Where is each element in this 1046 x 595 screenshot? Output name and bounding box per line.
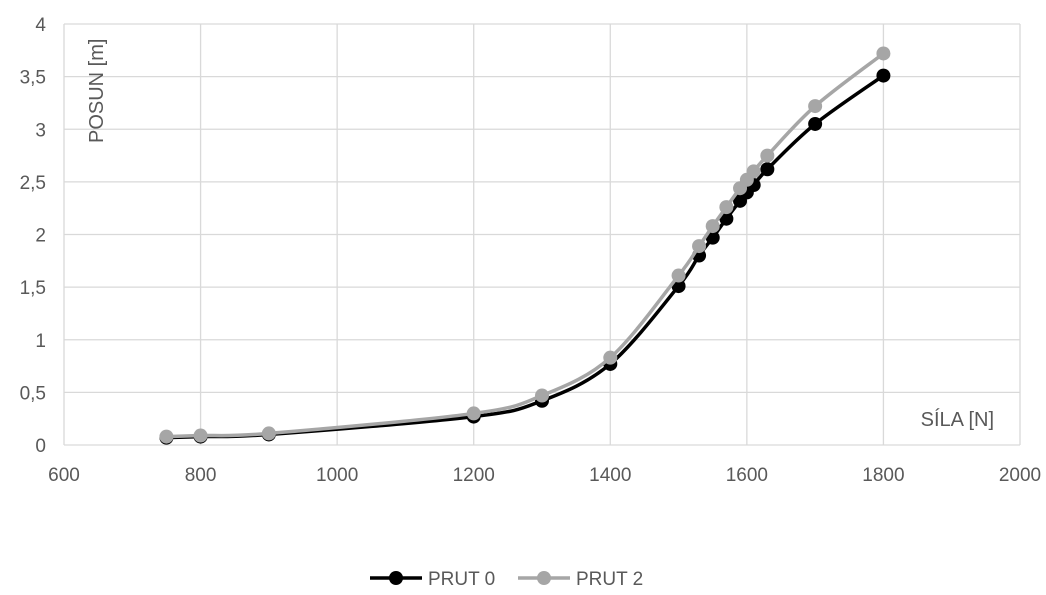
y-axis-ticks: 0 0,5 1 1,5 2 2,5 3 3,5 4 <box>20 15 47 457</box>
data-point <box>760 162 775 177</box>
legend-marker <box>537 571 551 585</box>
x-axis-title: SÍLA [N] <box>921 408 994 431</box>
x-tick-label: 1200 <box>453 465 495 486</box>
data-point <box>746 164 761 179</box>
data-point <box>535 388 549 403</box>
y-tick-label: 4 <box>35 15 46 36</box>
x-axis-ticks: 600 800 1000 1200 1400 1600 1800 2000 <box>48 465 1041 486</box>
data-point <box>705 219 720 234</box>
legend-marker <box>389 571 403 585</box>
legend-label: PRUT 2 <box>576 569 643 590</box>
data-point <box>261 426 276 441</box>
data-point <box>719 200 734 215</box>
y-tick-label: 1,5 <box>20 278 46 299</box>
y-tick-label: 3 <box>35 120 46 141</box>
data-point <box>876 46 891 61</box>
y-tick-label: 2 <box>35 226 46 247</box>
x-tick-label: 800 <box>185 465 217 486</box>
data-point <box>692 239 707 254</box>
x-tick-label: 600 <box>48 465 80 486</box>
series-layer <box>159 46 891 445</box>
legend-item: PRUT 2 <box>518 569 643 590</box>
data-point <box>808 99 823 114</box>
data-point <box>760 148 775 163</box>
data-point <box>671 268 686 283</box>
x-tick-label: 1800 <box>862 465 904 486</box>
data-point <box>193 428 208 443</box>
series-prut-0 <box>159 68 891 445</box>
legend: PRUT 0 PRUT 2 <box>370 569 643 590</box>
x-tick-label: 1000 <box>316 465 358 486</box>
y-tick-label: 2,5 <box>20 173 46 194</box>
data-point <box>159 429 174 444</box>
x-tick-label: 1600 <box>726 465 768 486</box>
x-tick-label: 1400 <box>589 465 631 486</box>
series-prut-2 <box>159 46 891 444</box>
data-point <box>719 211 734 226</box>
grid-lines <box>63 23 1021 446</box>
y-tick-label: 1 <box>35 331 46 352</box>
legend-label: PRUT 0 <box>428 569 495 590</box>
y-axis-title: POSUN [m] <box>86 39 108 143</box>
x-tick-label: 2000 <box>999 465 1041 486</box>
y-tick-label: 3,5 <box>20 68 46 89</box>
data-point <box>466 406 481 421</box>
data-point <box>603 350 618 365</box>
data-point <box>876 68 891 83</box>
y-tick-label: 0 <box>35 436 46 457</box>
legend-item: PRUT 0 <box>370 569 495 590</box>
y-tick-label: 0,5 <box>20 383 46 404</box>
series-line <box>164 51 886 439</box>
data-point <box>808 116 823 131</box>
